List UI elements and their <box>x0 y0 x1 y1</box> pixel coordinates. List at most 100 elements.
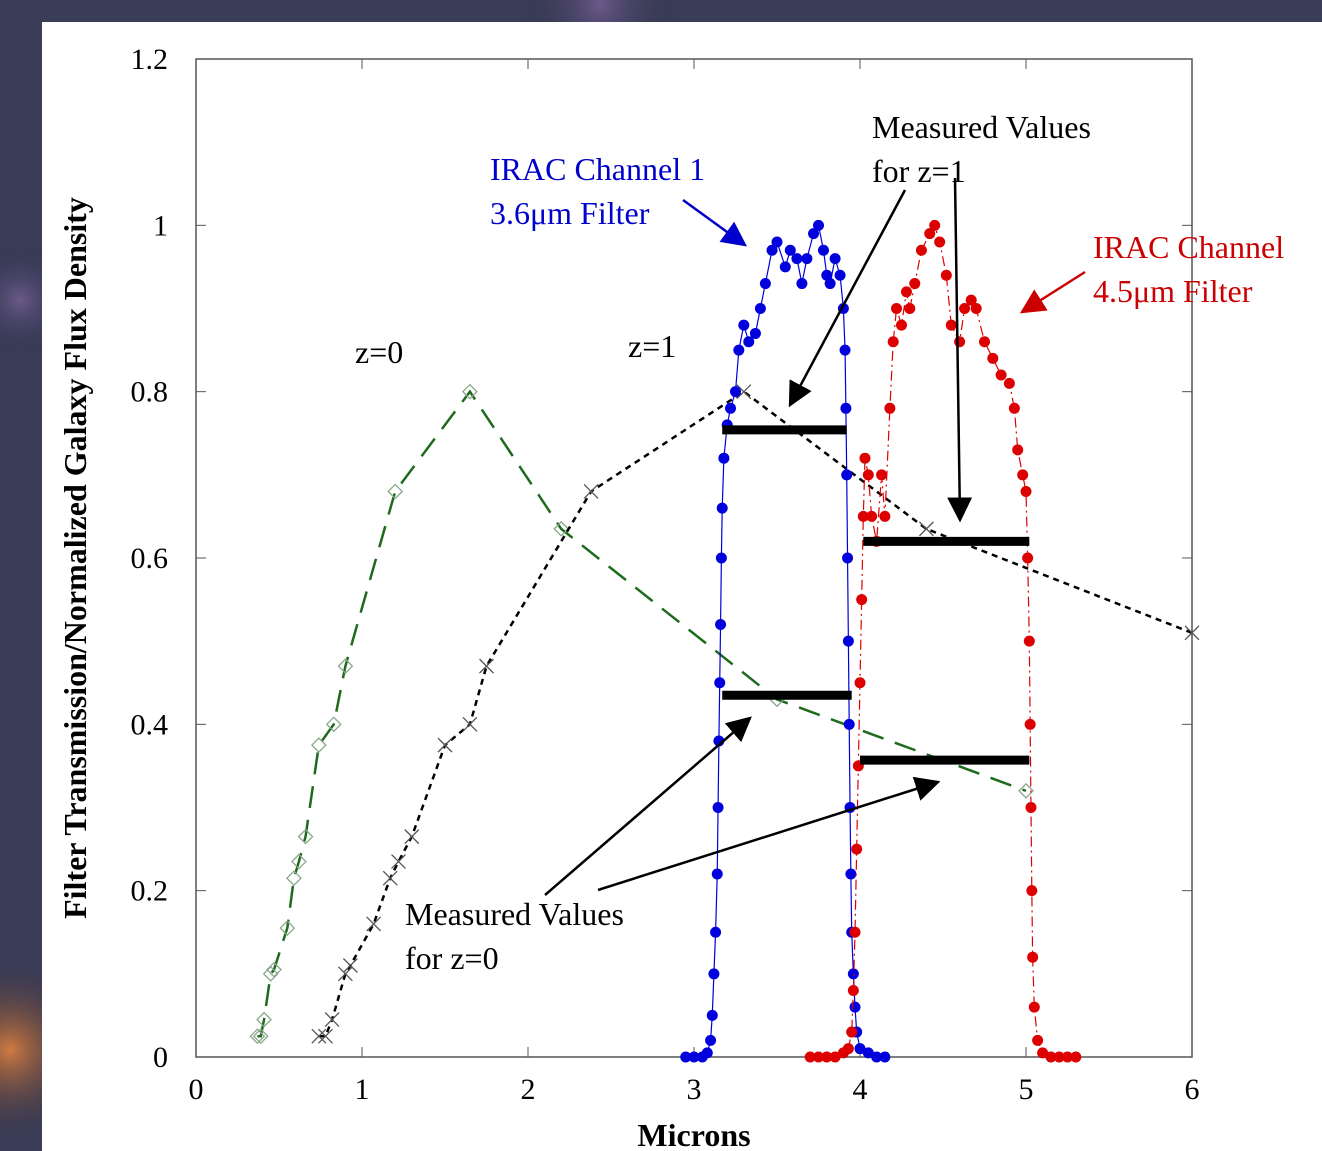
marker-x <box>391 854 406 870</box>
marker-diamond <box>256 1011 272 1028</box>
marker-dot <box>987 352 999 364</box>
marker-dot <box>954 336 966 348</box>
marker-diamond <box>553 520 570 537</box>
series-line <box>685 223 885 1058</box>
x-tick-label: 2 <box>521 1073 536 1106</box>
marker-dot <box>879 510 891 522</box>
marker-dot <box>856 594 868 606</box>
series-line <box>318 390 1193 1038</box>
marker-dot <box>730 386 741 398</box>
marker-dot <box>866 510 878 522</box>
marker-diamond <box>286 870 302 887</box>
marker-dot <box>714 677 726 689</box>
marker-dot <box>1053 1051 1065 1063</box>
marker-dot <box>813 219 824 231</box>
marker-dot <box>824 278 836 290</box>
marker-dot <box>725 402 737 414</box>
marker-diamond <box>337 658 354 675</box>
marker-dot <box>784 244 796 256</box>
marker-dot <box>854 677 866 689</box>
marker-diamond <box>461 383 478 400</box>
marker-dot <box>857 510 869 522</box>
marker-x <box>324 1012 340 1028</box>
marker-x <box>366 916 382 932</box>
marker-diamond <box>310 737 327 754</box>
marker-dot <box>718 452 730 464</box>
x-tick-label: 3 <box>687 1073 702 1106</box>
marker-x <box>311 1028 327 1044</box>
marker-dot <box>710 926 722 938</box>
marker-dot <box>1027 951 1039 963</box>
annotation-arrow <box>1019 270 1086 314</box>
marker-dot <box>754 303 766 314</box>
y-tick-label: 0.8 <box>131 376 169 409</box>
marker-diamond <box>291 853 307 870</box>
panel <box>42 22 1322 1151</box>
marker-dot <box>1037 1047 1049 1059</box>
annotation: Measured Values <box>872 109 1091 145</box>
marker-dot <box>884 402 896 414</box>
marker-dot <box>779 261 791 273</box>
marker-diamond <box>297 828 314 845</box>
marker-dot <box>842 1043 854 1055</box>
marker-dot <box>841 469 853 481</box>
marker-diamond <box>325 716 342 733</box>
marker-dot <box>716 502 728 514</box>
marker-dot <box>970 303 982 314</box>
annotation: 4.5μm Filter <box>1093 273 1253 309</box>
marker-dot <box>808 228 820 240</box>
annotation-arrow <box>682 198 748 247</box>
marker-dot <box>715 552 727 564</box>
marker-dot <box>829 1051 841 1063</box>
marker-dot <box>1003 377 1015 389</box>
y-tick-label: 0.2 <box>131 875 169 908</box>
marker-dot <box>862 469 874 481</box>
marker-dot <box>813 1051 824 1063</box>
marker-dot <box>817 244 829 256</box>
marker-dot <box>834 269 846 281</box>
marker-dot <box>979 336 990 348</box>
marker-dot <box>934 236 946 248</box>
marker-dot <box>1026 885 1038 897</box>
marker-dot <box>843 718 855 730</box>
y-tick-label: 1 <box>153 209 168 242</box>
marker-dot <box>879 1051 891 1063</box>
marker-x <box>337 966 353 982</box>
y-tick-label: 1.2 <box>131 43 169 76</box>
marker-dot <box>849 926 861 938</box>
marker-dot <box>680 1051 692 1063</box>
y-tick-label: 0 <box>153 1041 168 1074</box>
marker-dot <box>929 219 941 231</box>
marker-dot <box>711 868 723 880</box>
marker-dot <box>846 1026 858 1038</box>
marker-x <box>1184 625 1200 641</box>
marker-dot <box>849 1001 861 1013</box>
marker-dot <box>1070 1051 1082 1063</box>
marker-dot <box>840 402 852 414</box>
annotation-arrow <box>947 177 973 523</box>
marker-diamond <box>262 965 279 982</box>
marker-diamond <box>266 961 282 978</box>
marker-dot <box>1008 402 1020 414</box>
annotation: for z=1 <box>872 153 966 189</box>
x-tick-label: 0 <box>189 1073 204 1106</box>
marker-dot <box>1023 635 1035 647</box>
annotation: for z=0 <box>405 940 499 976</box>
marker-dot <box>1020 485 1032 497</box>
marker-dot <box>688 1051 700 1063</box>
marker-dot <box>891 303 903 314</box>
x-tick-label: 1 <box>355 1073 370 1106</box>
marker-dot <box>896 319 907 331</box>
y-axis-label: Filter Transmission/Normalized Galaxy Fl… <box>57 197 93 919</box>
marker-dot <box>1012 444 1024 456</box>
marker-dot <box>859 452 871 464</box>
marker-dot <box>705 1034 717 1046</box>
marker-dot <box>904 303 916 314</box>
annotation-arrow <box>597 776 941 892</box>
marker-diamond <box>249 1028 266 1045</box>
marker-dot <box>821 1051 833 1063</box>
marker-dot <box>839 344 851 356</box>
annotation-arrow <box>544 716 752 896</box>
marker-dot <box>1062 1051 1073 1063</box>
